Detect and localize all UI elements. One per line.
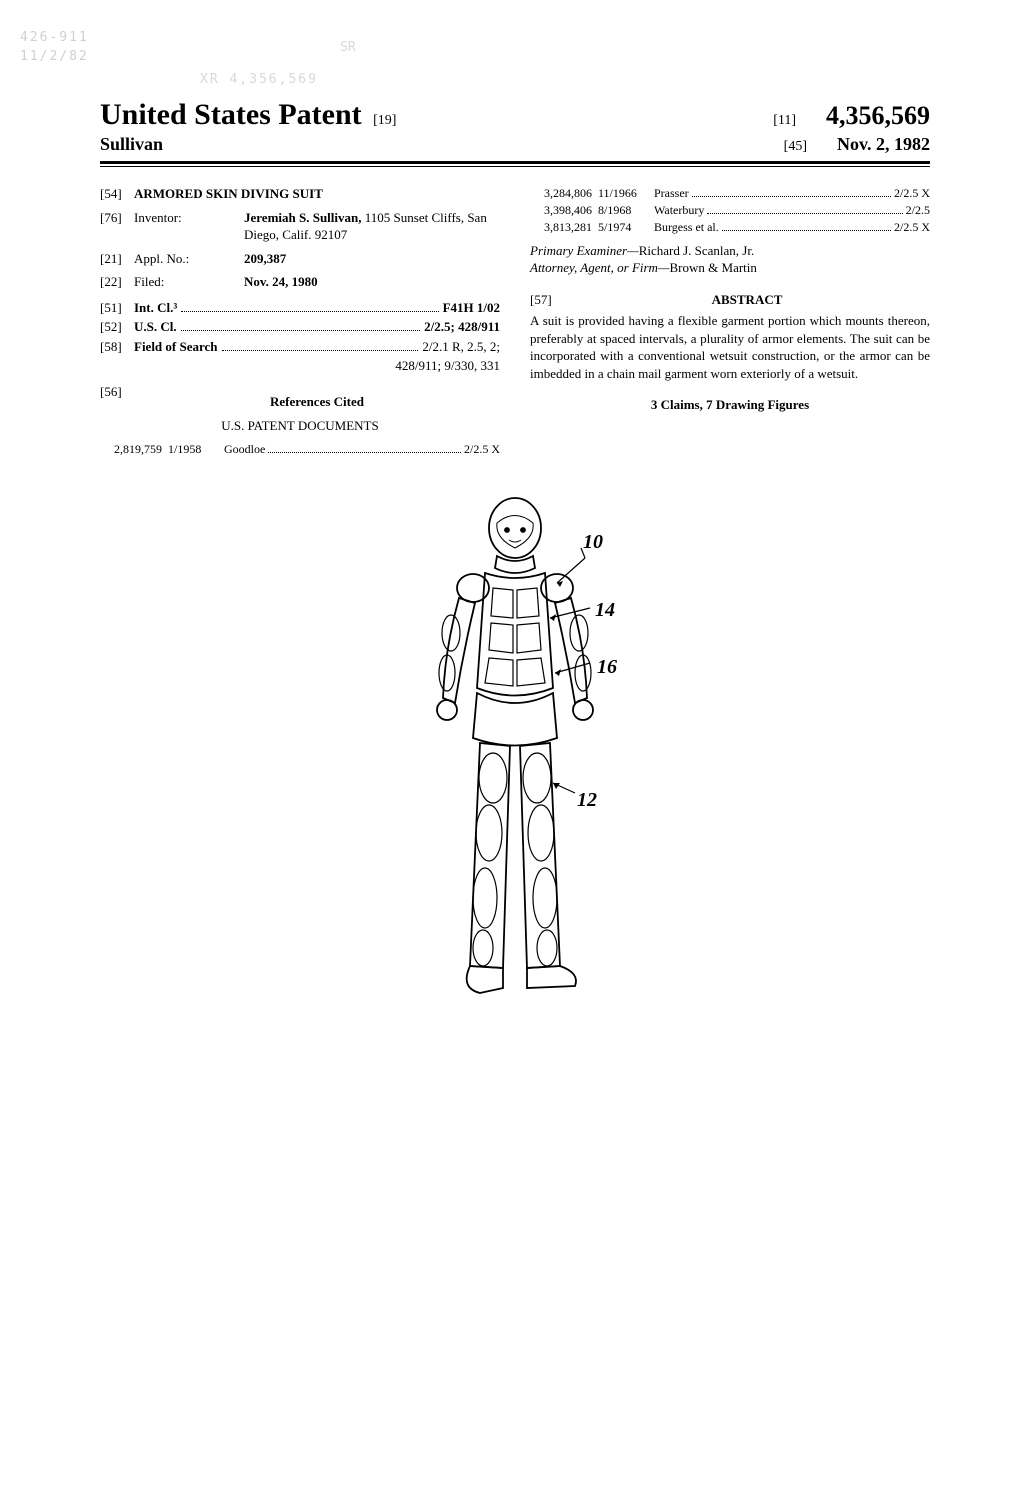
ref-cited-row: [56] References Cited	[100, 383, 500, 414]
filed-row: [22] Filed: Nov. 24, 1980	[100, 273, 500, 291]
attorney-row: Attorney, Agent, or Firm—Brown & Martin	[530, 259, 930, 277]
microfilm-marks: 426-911 11/2/82	[20, 30, 89, 68]
biblio-columns: [54] ARMORED SKIN DIVING SUIT [76] Inven…	[100, 185, 930, 458]
inventor-value: Jeremiah S. Sullivan, 1105 Sunset Cliffs…	[244, 209, 500, 244]
ref-num: 2,819,759	[100, 441, 168, 457]
examiner-name: Richard J. Scanlan, Jr.	[639, 243, 755, 258]
appl-no: 209,387	[244, 250, 500, 268]
invention-title-row: [54] ARMORED SKIN DIVING SUIT	[100, 185, 500, 203]
ref-name: Prasser	[654, 185, 689, 201]
fos-continuation: 428/911; 9/330, 331	[100, 357, 500, 375]
patent-number: 4,356,569	[826, 101, 930, 131]
divider-thin	[100, 166, 930, 167]
patent-figure: 10 14 16 12	[100, 488, 930, 1033]
uscl-row: [52] U.S. Cl. 2/2.5; 428/911	[100, 318, 500, 336]
code-45: [45]	[784, 139, 807, 155]
inventor-row: [76] Inventor: Jeremiah S. Sullivan, 110…	[100, 209, 500, 244]
dotted-fill	[692, 196, 891, 197]
fos-label: Field of Search	[134, 338, 218, 356]
abstract-header-row: [57] ABSTRACT	[530, 283, 930, 313]
code-56: [56]	[100, 383, 134, 414]
ref-14-label: 14	[595, 599, 615, 621]
sub-header-right: [45] Nov. 2, 1982	[784, 134, 930, 155]
dotted-fill	[722, 230, 891, 231]
ref-date: 5/1974	[598, 219, 654, 235]
appl-row: [21] Appl. No.: 209,387	[100, 250, 500, 268]
intcl-value: F41H 1/02	[443, 299, 500, 317]
claims-figures-line: 3 Claims, 7 Drawing Figures	[530, 396, 930, 414]
ref-name: Burgess et al.	[654, 219, 719, 235]
sub-header-row: Sullivan [45] Nov. 2, 1982	[100, 134, 930, 159]
code-51: [51]	[100, 299, 134, 317]
code-58: [58]	[100, 338, 134, 356]
inventor-surname: Sullivan	[100, 134, 163, 155]
ref-class: 2/2.5	[906, 202, 930, 218]
code-76: [76]	[100, 209, 134, 244]
ref-num: 3,813,281	[530, 219, 598, 235]
divider-thick	[100, 161, 930, 164]
ref-name: Waterbury	[654, 202, 704, 218]
code-57: [57]	[530, 291, 564, 309]
invention-title: ARMORED SKIN DIVING SUIT	[134, 185, 323, 203]
left-column: [54] ARMORED SKIN DIVING SUIT [76] Inven…	[100, 185, 500, 458]
ref-12-label: 12	[577, 789, 597, 811]
diving-suit-figure-svg: 10 14 16 12	[385, 488, 645, 1028]
dotted-fill	[707, 213, 902, 214]
ref-date: 8/1968	[598, 202, 654, 218]
uscl-label: U.S. Cl.	[134, 318, 177, 336]
code-54: [54]	[100, 185, 134, 203]
ref-date: 1/1958	[168, 441, 224, 457]
right-column: 3,284,806 11/1966 Prasser 2/2.5 X 3,398,…	[530, 185, 930, 458]
header-right: [11] 4,356,569	[773, 101, 930, 131]
dotted-fill	[181, 311, 438, 312]
filed-label: Filed:	[134, 273, 244, 291]
inventor-label: Inventor:	[134, 209, 244, 244]
code-22: [22]	[100, 273, 134, 291]
ref-num: 3,398,406	[530, 202, 598, 218]
abstract-heading: ABSTRACT	[564, 291, 930, 309]
us-patent-title: United States Patent	[100, 98, 362, 131]
code-21: [21]	[100, 250, 134, 268]
uscl-value: 2/2.5; 428/911	[424, 318, 500, 336]
code-52: [52]	[100, 318, 134, 336]
kind-code: [19]	[373, 113, 396, 128]
ref-class: 2/2.5 X	[894, 185, 930, 201]
attorney-name: Brown & Martin	[670, 260, 757, 275]
ref-10-label: 10	[583, 531, 603, 553]
ref-name: Goodloe	[224, 441, 265, 457]
ref-cited-heading: References Cited	[134, 393, 500, 411]
ref-row: 3,284,806 11/1966 Prasser 2/2.5 X	[530, 185, 930, 201]
ref-date: 11/1966	[598, 185, 654, 201]
examiner-label: Primary Examiner—	[530, 243, 639, 258]
ref-num: 3,284,806	[530, 185, 598, 201]
inventor-name: Jeremiah S. Sullivan,	[244, 210, 362, 225]
appl-label: Appl. No.:	[134, 250, 244, 268]
dotted-fill	[268, 452, 461, 453]
dotted-fill	[181, 330, 421, 331]
ref-class: 2/2.5 X	[464, 441, 500, 457]
filed-date: Nov. 24, 1980	[244, 273, 500, 291]
ref-row: 2,819,759 1/1958 Goodloe 2/2.5 X	[100, 441, 500, 457]
intcl-label: Int. Cl.³	[134, 299, 177, 317]
faint-line2: 11/2/82	[20, 49, 89, 64]
faint-center-mark2: XR 4,356,569	[200, 72, 318, 87]
abstract-text: A suit is provided having a flexible gar…	[530, 312, 930, 382]
faint-line1: 426-911	[20, 30, 89, 45]
ref-row: 3,813,281 5/1974 Burgess et al. 2/2.5 X	[530, 219, 930, 235]
dotted-fill	[222, 350, 419, 351]
intcl-row: [51] Int. Cl.³ F41H 1/02	[100, 299, 500, 317]
us-docs-heading: U.S. PATENT DOCUMENTS	[100, 417, 500, 435]
fos-value: 2/2.1 R, 2.5, 2;	[422, 338, 500, 356]
code-11: [11]	[773, 113, 796, 129]
examiner-row: Primary Examiner—Richard J. Scanlan, Jr.	[530, 242, 930, 260]
faint-center-mark: SR	[340, 40, 356, 55]
ref-class: 2/2.5 X	[894, 219, 930, 235]
ref-16-label: 16	[597, 656, 617, 678]
header-row: United States Patent [19] [11] 4,356,569	[100, 98, 930, 132]
ref-row: 3,398,406 8/1968 Waterbury 2/2.5	[530, 202, 930, 218]
patent-title-block: United States Patent [19]	[100, 98, 396, 132]
attorney-label: Attorney, Agent, or Firm—	[530, 260, 670, 275]
issue-date: Nov. 2, 1982	[837, 134, 930, 155]
fos-row: [58] Field of Search 2/2.1 R, 2.5, 2;	[100, 338, 500, 356]
